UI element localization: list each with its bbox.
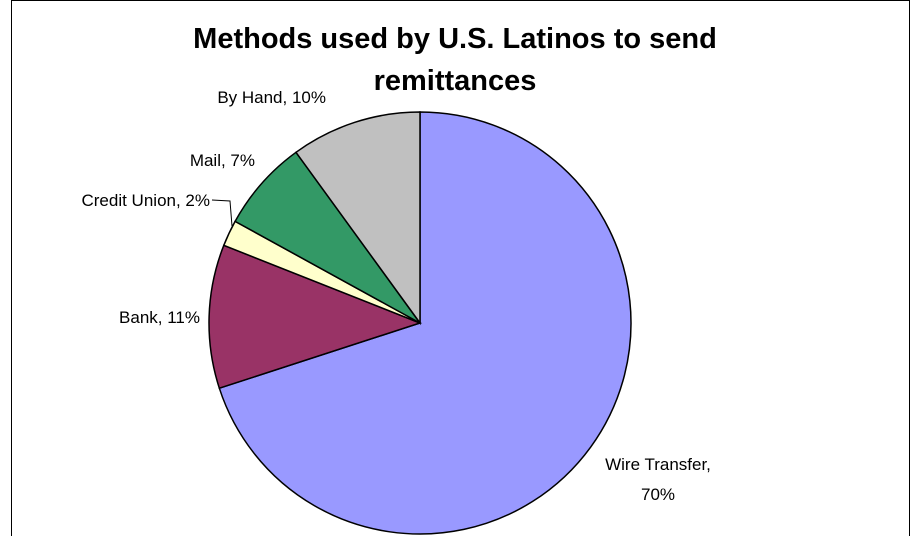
slice-label-bank: Bank, 11% xyxy=(119,308,200,327)
leader-line-credit-union xyxy=(211,199,233,227)
leader-lines xyxy=(211,199,233,227)
slice-label-by-hand: By Hand, 10% xyxy=(217,88,326,107)
chart-title: Methods used by U.S. Latinos to send rem… xyxy=(193,23,717,97)
pie-slice-by-hand xyxy=(294,111,421,326)
pie-slice-bank xyxy=(208,244,423,390)
pie-slices xyxy=(208,111,632,535)
slice-label-wire-transfer: Wire Transfer, 70% xyxy=(605,455,711,504)
slice-label-mail: Mail, 7% xyxy=(190,151,255,170)
slice-label-credit-union: Credit Union, 2% xyxy=(81,191,210,210)
slice-labels: Wire Transfer, 70% Bank, 11% Credit Union, … xyxy=(81,88,710,504)
pie-slice-wire-transfer xyxy=(218,111,632,535)
